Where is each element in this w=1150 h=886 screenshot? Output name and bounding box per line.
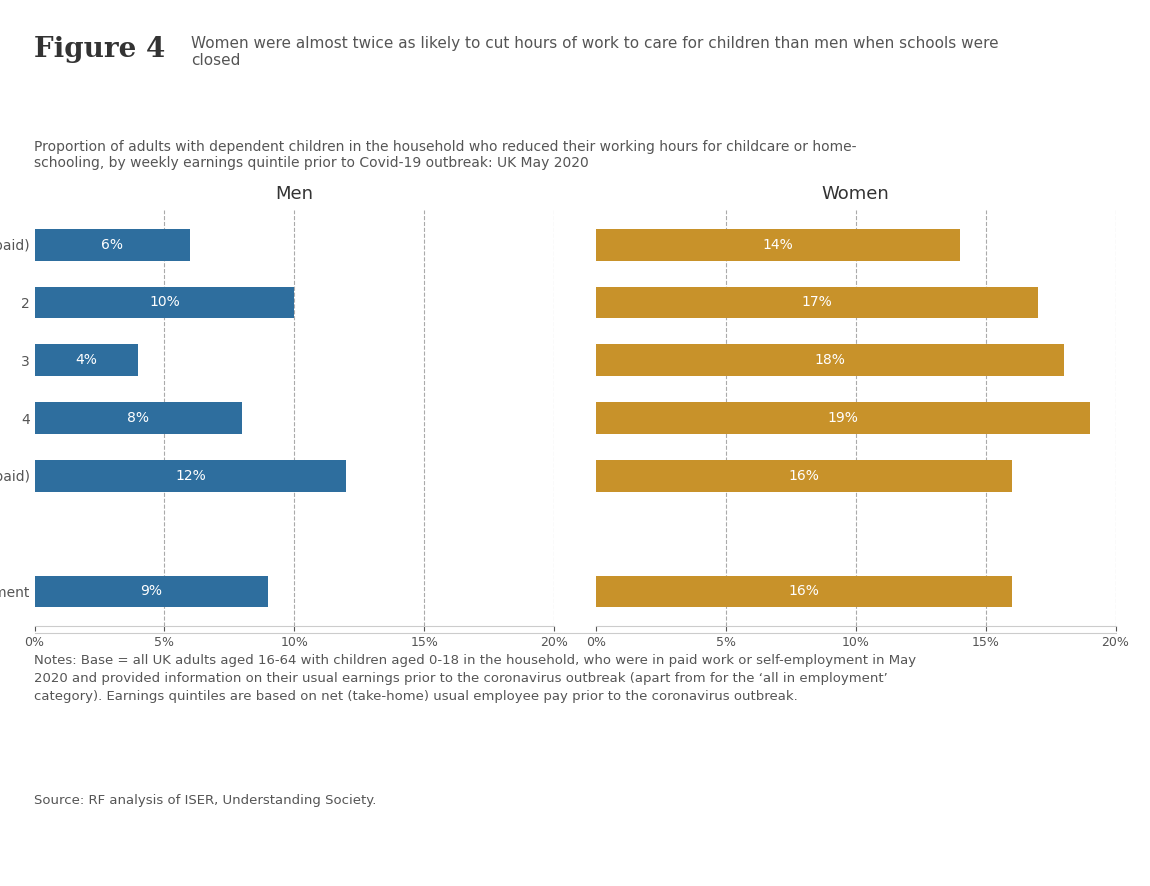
Text: 12%: 12% xyxy=(175,469,206,483)
Text: Women were almost twice as likely to cut hours of work to care for children than: Women were almost twice as likely to cut… xyxy=(191,35,999,68)
Text: Figure 4: Figure 4 xyxy=(34,35,166,63)
Text: 6%: 6% xyxy=(101,237,123,252)
Bar xyxy=(596,460,1012,492)
Bar xyxy=(596,286,1037,318)
Text: 17%: 17% xyxy=(802,295,833,309)
Bar xyxy=(596,402,1089,434)
Bar xyxy=(596,229,959,260)
Bar xyxy=(596,576,1012,607)
Text: 9%: 9% xyxy=(140,585,162,598)
Text: 10%: 10% xyxy=(150,295,179,309)
Bar xyxy=(34,576,268,607)
Text: 4%: 4% xyxy=(76,354,98,367)
Title: Women: Women xyxy=(822,184,889,203)
Title: Men: Men xyxy=(275,184,313,203)
Bar xyxy=(34,402,243,434)
Text: Source: RF analysis of ISER, Understanding Society.: Source: RF analysis of ISER, Understandi… xyxy=(34,794,377,807)
Bar xyxy=(34,286,294,318)
Text: 16%: 16% xyxy=(788,585,819,598)
Text: 8%: 8% xyxy=(128,411,150,425)
Bar xyxy=(34,460,346,492)
Bar xyxy=(34,229,191,260)
Text: 14%: 14% xyxy=(762,237,794,252)
Text: 19%: 19% xyxy=(827,411,858,425)
Bar xyxy=(596,345,1064,377)
Text: Notes: Base = all UK adults aged 16-64 with children aged 0-18 in the household,: Notes: Base = all UK adults aged 16-64 w… xyxy=(34,654,917,703)
Bar xyxy=(34,345,138,377)
Text: 18%: 18% xyxy=(814,354,845,367)
Text: 16%: 16% xyxy=(788,469,819,483)
Text: Proportion of adults with dependent children in the household who reduced their : Proportion of adults with dependent chil… xyxy=(34,140,857,170)
